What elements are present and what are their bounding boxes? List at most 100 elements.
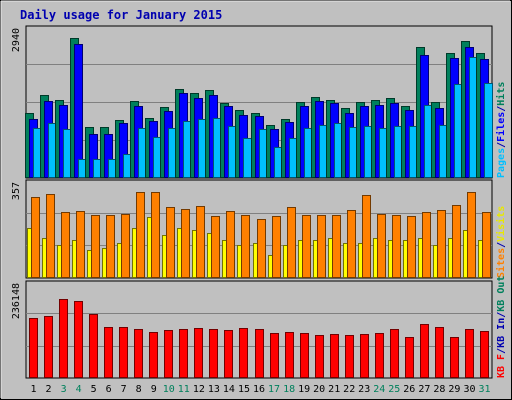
x-tick-day-4: 4: [76, 384, 82, 395]
bar-sites-day-19: [302, 215, 311, 278]
legend-entry: KB F: [496, 354, 507, 378]
x-tick-day-22: 22: [343, 384, 355, 395]
bar-kb-f-day-30: [465, 329, 474, 378]
panel-legend: KB F/KB In/KB Out: [496, 276, 507, 378]
bar-kb-f-day-16: [255, 329, 264, 378]
bar-sites-day-7: [121, 214, 130, 278]
x-tick-day-24: 24: [373, 384, 385, 395]
x-tick-day-18: 18: [283, 384, 295, 395]
legend-entry: Visits: [495, 206, 507, 242]
bar-sites-day-21: [332, 215, 341, 278]
x-tick-day-31: 31: [478, 384, 490, 395]
x-tick-day-28: 28: [433, 384, 445, 395]
bar-sites-day-25: [392, 215, 401, 278]
bar-pages-day-15: [243, 138, 252, 178]
x-tick-day-27: 27: [418, 384, 430, 395]
bar-kb-f-day-24: [375, 333, 384, 378]
panel-visits-sites: 357 Sites/Visits: [11, 179, 507, 279]
bar-kb-f-day-27: [420, 324, 429, 378]
bar-sites-day-24: [377, 214, 386, 278]
x-tick-day-9: 9: [151, 384, 157, 395]
bar-kb-f-day-7: [119, 327, 128, 378]
bar-kb-f-day-20: [315, 335, 324, 378]
bar-kb-f-day-2: [44, 316, 53, 378]
bar-sites-day-22: [347, 210, 356, 278]
bar-kb-f-day-25: [390, 329, 399, 378]
x-axis-labels: 1 2 3 4 5 6 7 8 9 10 11 12 13 14 15 16 17 18 19 20 21 22 23 24 2…: [30, 384, 490, 395]
x-tick-day-10: 10: [163, 384, 175, 395]
x-tick-day-16: 16: [253, 384, 265, 395]
bar-kb-f-day-19: [300, 333, 309, 378]
bar-kb-f-day-11: [179, 329, 188, 378]
legend-entry: Pages: [496, 148, 507, 178]
bar-sites-day-4: [76, 211, 85, 278]
bar-kb-f-day-9: [149, 332, 158, 378]
bar-sites-day-10: [166, 207, 175, 278]
chart-title: Daily usage for January 2015: [20, 8, 222, 22]
y-max-label: 2940: [11, 28, 22, 52]
bar-pages-day-31: [484, 83, 493, 178]
bar-sites-day-18: [287, 207, 296, 278]
legend-entry: KB Out: [496, 276, 507, 312]
x-tick-day-29: 29: [448, 384, 460, 395]
bar-kb-f-day-1: [29, 318, 38, 378]
legend-entry: Hits: [495, 82, 507, 106]
bar-sites-day-30: [467, 192, 476, 278]
x-tick-day-5: 5: [91, 384, 97, 395]
bar-kb-f-day-21: [330, 334, 339, 378]
panel-legend: Pages/Files/Hits: [495, 82, 507, 178]
bar-kb-f-day-5: [89, 314, 98, 378]
bar-sites-day-12: [196, 206, 205, 278]
bar-sites-day-11: [181, 209, 190, 278]
bar-kb-f-day-13: [209, 329, 218, 378]
x-tick-day-19: 19: [298, 384, 310, 395]
bar-sites-day-13: [211, 216, 220, 278]
x-tick-day-26: 26: [403, 384, 415, 395]
bar-kb-f-day-23: [360, 334, 369, 378]
bar-sites-day-5: [91, 215, 100, 278]
x-tick-day-2: 2: [45, 384, 51, 395]
bar-kb-f-day-22: [345, 335, 354, 378]
bar-kb-f-day-12: [194, 328, 203, 378]
bar-sites-day-9: [151, 192, 160, 278]
bar-sites-day-16: [257, 219, 266, 278]
bar-sites-day-31: [482, 212, 491, 278]
legend-separator: /: [496, 242, 507, 248]
legend-separator: /: [496, 348, 507, 354]
legend-separator: /: [496, 106, 507, 112]
x-tick-day-21: 21: [328, 384, 340, 395]
legend-separator: /: [496, 312, 507, 318]
bar-kb-f-day-18: [285, 332, 294, 378]
legend-entry: Sites: [495, 248, 507, 278]
x-tick-day-14: 14: [223, 384, 235, 395]
y-max-label: 236148: [11, 283, 22, 319]
x-tick-day-25: 25: [388, 384, 400, 395]
x-tick-day-20: 20: [313, 384, 325, 395]
chart-panels: 2940Pages/Files/Hits357Sites/Visits23614…: [11, 25, 507, 379]
bar-kb-f-day-26: [405, 337, 414, 378]
y-max-label: 357: [11, 182, 22, 200]
x-tick-day-3: 3: [61, 384, 67, 395]
x-tick-day-6: 6: [106, 384, 112, 395]
bar-sites-day-17: [272, 216, 281, 278]
legend-entry: Files: [495, 112, 507, 142]
bar-kb-f-day-28: [435, 327, 444, 378]
legend-entry: KB In: [496, 318, 507, 348]
bar-kb-f-day-15: [239, 328, 248, 378]
bar-sites-day-27: [422, 212, 431, 278]
panel-legend: Sites/Visits: [495, 206, 507, 278]
x-tick-day-17: 17: [268, 384, 280, 395]
bar-kb-f-day-3: [59, 299, 68, 378]
x-tick-day-8: 8: [136, 384, 142, 395]
bar-sites-day-15: [241, 215, 250, 278]
x-tick-day-15: 15: [238, 384, 250, 395]
x-tick-day-12: 12: [193, 384, 205, 395]
x-tick-day-11: 11: [178, 384, 190, 395]
bar-kb-f-day-17: [270, 333, 279, 378]
bar-sites-day-8: [136, 192, 145, 278]
bar-sites-day-29: [452, 205, 461, 278]
bar-sites-day-14: [226, 211, 235, 278]
